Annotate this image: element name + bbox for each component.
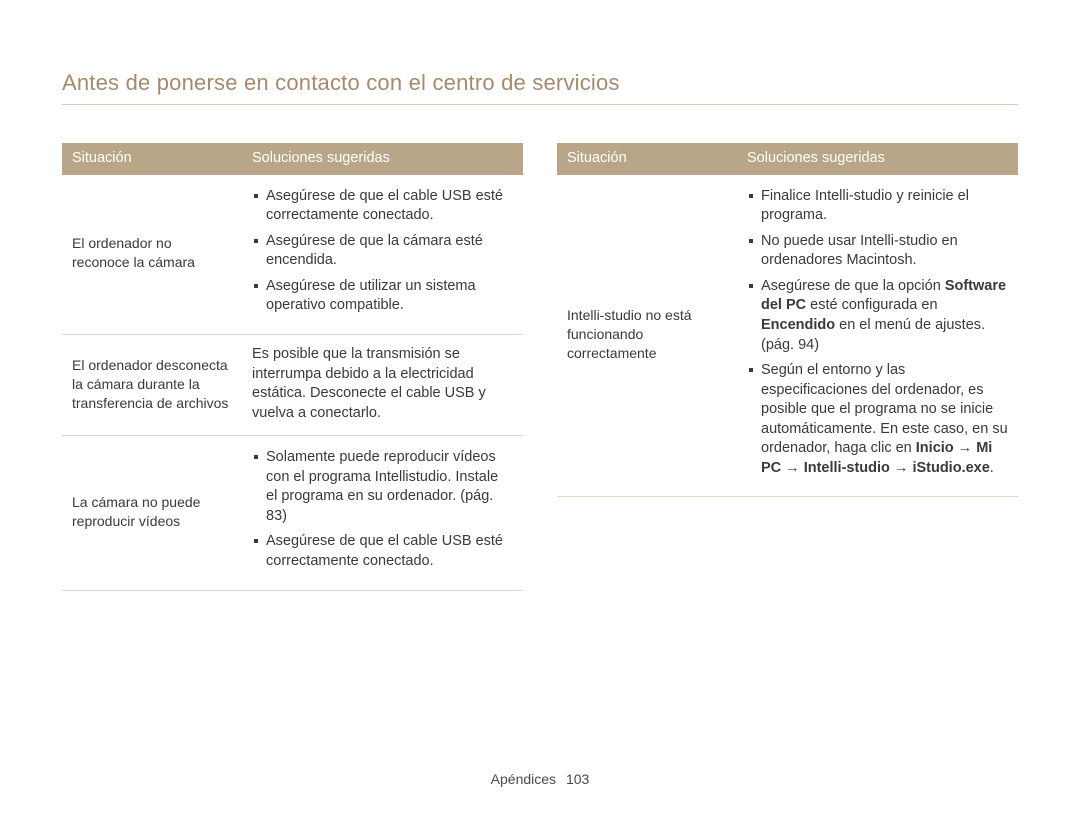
solutions-list: Finalice Intelli-studio y reinicie el pr… [747,187,1008,479]
list-item: Solamente puede reproducir vídeos con el… [252,448,513,526]
page-footer: Apéndices 103 [0,771,1080,787]
table-row: La cámara no puede reproducir vídeosSola… [62,436,523,590]
footer-page-number: 103 [566,771,589,787]
solutions-cell: Solamente puede reproducir vídeos con el… [242,436,523,590]
situation-cell: Intelli-studio no está funcionando corre… [557,175,737,497]
list-item: Según el entorno y las especificaciones … [747,361,1008,478]
table-row: El ordenador no reconoce la cámara Asegúr… [62,175,523,335]
list-item: Finalice Intelli-studio y reinicie el pr… [747,187,1008,226]
situation-cell: El ordenador desconecta la cámara durant… [62,334,242,435]
list-item: Asegúrese de utilizar un sistema operati… [252,277,513,316]
footer-section: Apéndices [491,771,556,787]
solutions-list: Asegúrese de que el cable USB esté corre… [252,187,513,316]
solutions-cell: Finalice Intelli-studio y reinicie el pr… [737,175,1018,497]
left-column: Situación Soluciones sugeridas El ordena… [62,143,523,591]
troubleshoot-table-left: Situación Soluciones sugeridas El ordena… [62,143,523,591]
solutions-cell: Asegúrese de que el cable USB esté corre… [242,175,523,335]
list-item: No puede usar Intelli-studio en ordenado… [747,232,1008,271]
page-title: Antes de ponerse en contacto con el cent… [62,70,1018,105]
content-columns: Situación Soluciones sugeridas El ordena… [62,143,1018,591]
table-row: Intelli-studio no está funcionando corre… [557,175,1018,497]
col-header-solutions: Soluciones sugeridas [242,143,523,175]
solutions-list: Solamente puede reproducir vídeos con el… [252,448,513,571]
situation-cell: El ordenador no reconoce la cámara [62,175,242,335]
list-item: Asegúrese de que la cámara esté encendid… [252,232,513,271]
list-item: Asegúrese de que el cable USB esté corre… [252,187,513,226]
col-header-situation: Situación [557,143,737,175]
col-header-solutions: Soluciones sugeridas [737,143,1018,175]
list-item: Asegúrese de que el cable USB esté corre… [252,532,513,571]
col-header-situation: Situación [62,143,242,175]
table-row: El ordenador desconecta la cámara durant… [62,334,523,435]
right-column: Situación Soluciones sugeridas Intelli-s… [557,143,1018,591]
situation-cell: La cámara no puede reproducir vídeos [62,436,242,590]
solutions-cell: Es posible que la transmisión se interru… [242,334,523,435]
list-item: Asegúrese de que la opción Software del … [747,277,1008,355]
troubleshoot-table-right: Situación Soluciones sugeridas Intelli-s… [557,143,1018,497]
